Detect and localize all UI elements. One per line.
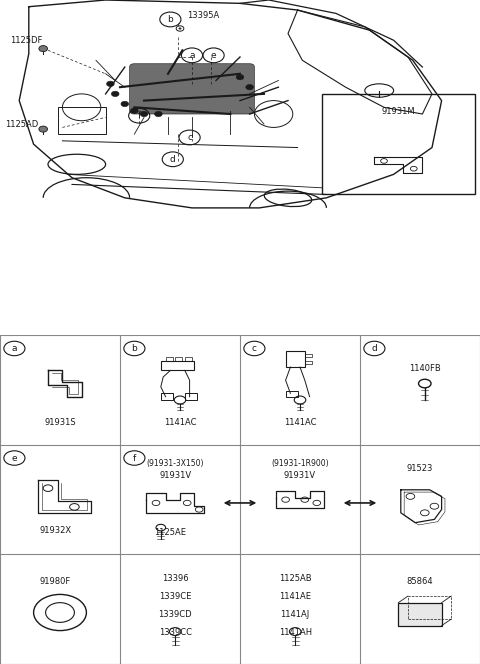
Text: 1141AC: 1141AC — [284, 418, 316, 428]
Circle shape — [140, 112, 148, 117]
Circle shape — [236, 74, 244, 80]
Text: c: c — [252, 344, 257, 353]
Text: 91931V: 91931V — [284, 471, 316, 480]
Text: 1141AH: 1141AH — [278, 628, 312, 637]
Bar — [175, 357, 182, 361]
Text: a: a — [189, 51, 195, 60]
Circle shape — [155, 112, 162, 117]
Text: d: d — [170, 155, 176, 164]
Bar — [286, 390, 298, 396]
Text: 13395A: 13395A — [187, 11, 219, 20]
Circle shape — [121, 102, 129, 107]
Text: 91980F: 91980F — [39, 577, 71, 586]
Text: b: b — [132, 344, 137, 353]
Circle shape — [39, 126, 48, 132]
Text: f: f — [138, 111, 141, 120]
Bar — [185, 357, 192, 361]
Bar — [166, 357, 173, 361]
Bar — [305, 361, 312, 364]
Text: 91931V: 91931V — [159, 471, 191, 480]
Text: e: e — [211, 51, 216, 60]
Bar — [185, 393, 197, 400]
Text: 91931S: 91931S — [44, 418, 76, 428]
Text: 1141AC: 1141AC — [164, 418, 196, 428]
Bar — [322, 94, 475, 195]
Circle shape — [111, 91, 119, 96]
Bar — [161, 361, 194, 371]
Bar — [408, 596, 451, 619]
Text: 91932X: 91932X — [39, 526, 71, 535]
Text: a: a — [12, 344, 17, 353]
Text: e: e — [12, 454, 17, 463]
Text: c: c — [187, 133, 192, 142]
Text: 1339CC: 1339CC — [159, 628, 192, 637]
Text: 1140FB: 1140FB — [409, 364, 441, 373]
Bar — [161, 393, 173, 400]
Text: (91931-1R900): (91931-1R900) — [271, 459, 329, 468]
Text: 91523: 91523 — [407, 465, 433, 473]
Circle shape — [107, 81, 114, 86]
Text: 85864: 85864 — [407, 577, 433, 586]
Text: 1125AE: 1125AE — [155, 528, 186, 537]
Text: 1125AB: 1125AB — [279, 574, 312, 583]
Bar — [286, 351, 305, 367]
Text: f: f — [133, 454, 136, 463]
Text: 1125DF: 1125DF — [10, 36, 42, 44]
Circle shape — [39, 46, 48, 52]
Text: (91931-3X150): (91931-3X150) — [146, 459, 204, 468]
Circle shape — [246, 84, 253, 90]
Bar — [305, 354, 312, 357]
Text: d: d — [372, 344, 377, 353]
FancyBboxPatch shape — [130, 64, 254, 114]
Text: 1339CE: 1339CE — [159, 592, 192, 601]
Text: 1141AE: 1141AE — [279, 592, 311, 601]
Bar — [398, 603, 442, 625]
Text: b: b — [168, 15, 173, 24]
Bar — [58, 108, 106, 134]
Text: 1339CD: 1339CD — [158, 610, 192, 620]
Text: 1141AJ: 1141AJ — [281, 610, 310, 620]
Circle shape — [131, 108, 138, 114]
Text: 13396: 13396 — [162, 574, 189, 583]
Text: 91931M: 91931M — [382, 107, 415, 116]
Circle shape — [179, 27, 181, 29]
Text: 1125AD: 1125AD — [5, 120, 38, 129]
